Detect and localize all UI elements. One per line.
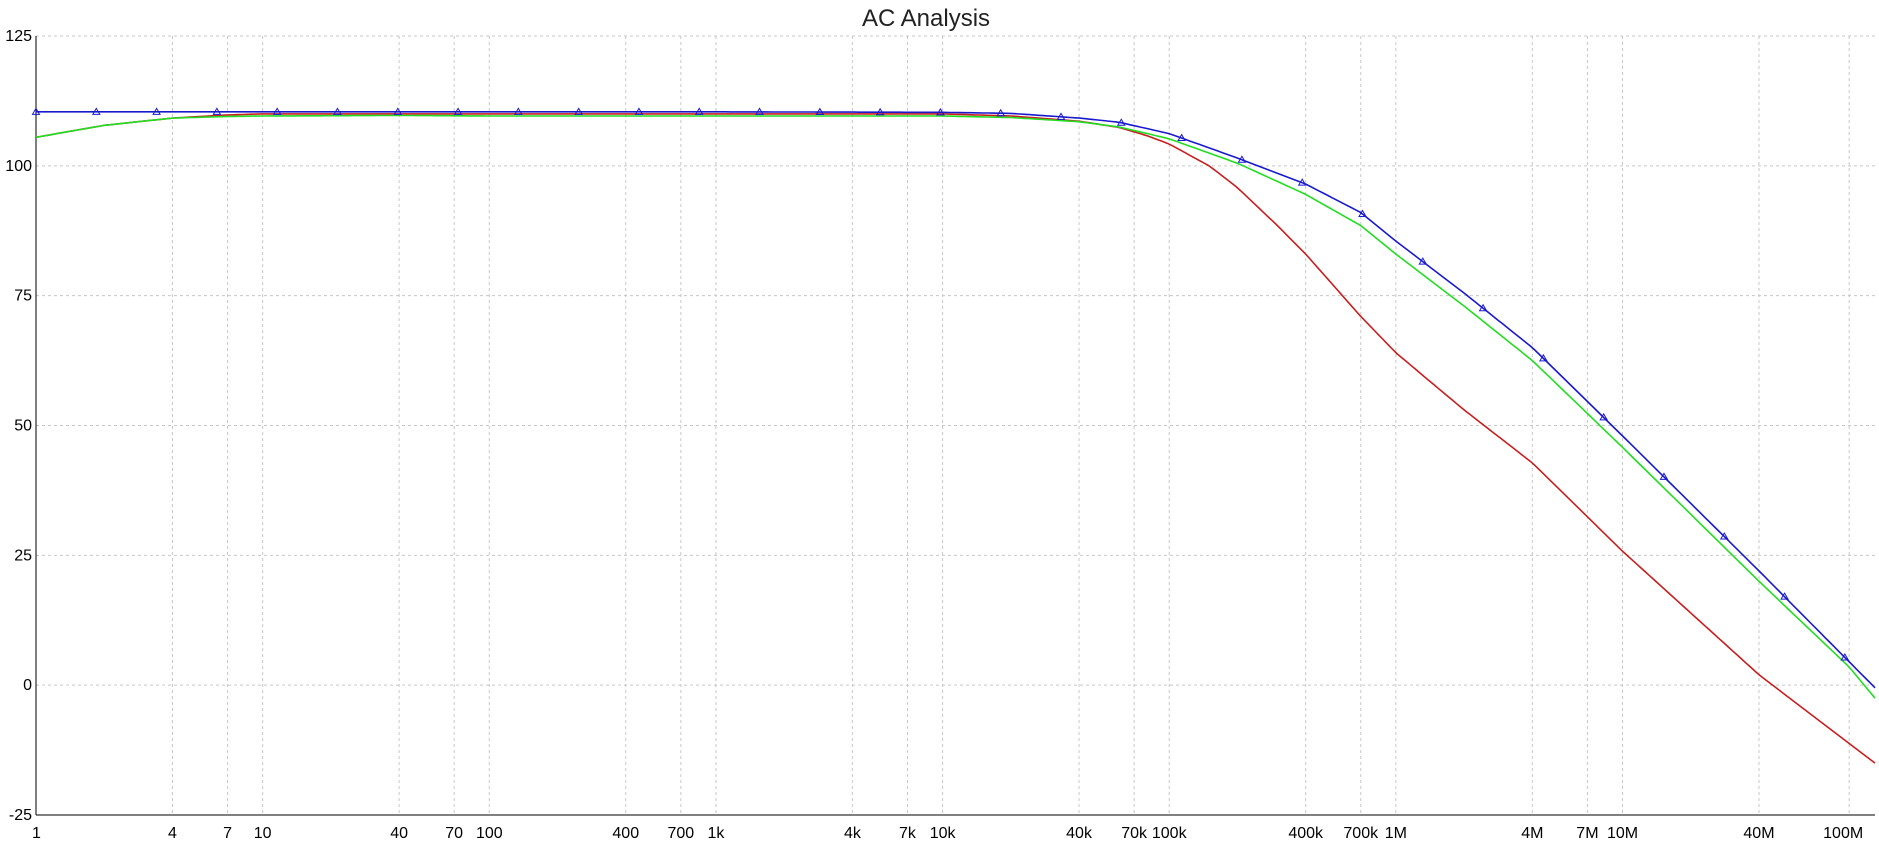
series-marker <box>1780 592 1789 600</box>
series-marker <box>91 107 101 115</box>
series-marker <box>1056 112 1066 120</box>
x-tick-label: 10k <box>930 825 957 842</box>
series-marker <box>31 107 41 115</box>
series-marker <box>1297 178 1307 186</box>
series-marker <box>634 107 644 115</box>
x-tick-label: 70 <box>445 825 463 842</box>
x-tick-label: 40k <box>1066 825 1093 842</box>
series-marker <box>1237 155 1247 163</box>
x-tick-label: 700 <box>667 825 694 842</box>
series-marker <box>755 107 764 115</box>
x-tick-label: 1M <box>1385 825 1407 842</box>
chart-title: AC Analysis <box>862 5 990 32</box>
x-tick-label: 4 <box>168 825 177 842</box>
series-line-2 <box>36 111 1876 689</box>
x-tick-label: 1 <box>32 825 41 842</box>
plot-series <box>31 107 1876 764</box>
y-tick-label: 75 <box>14 288 32 305</box>
y-tick-label: 25 <box>14 547 32 564</box>
x-tick-label: 100M <box>1823 825 1863 842</box>
x-tick-label: 100k <box>1152 825 1188 842</box>
series-marker <box>1177 133 1186 142</box>
axes <box>35 36 1875 816</box>
y-tick-label: 100 <box>5 158 32 175</box>
x-tick-label: 1k <box>707 825 725 842</box>
y-tick-label: 50 <box>14 418 32 435</box>
x-tick-label: 100 <box>476 825 503 842</box>
y-tick-label: -25 <box>9 807 32 824</box>
series-marker <box>1478 303 1488 312</box>
x-tick-label: 4k <box>844 825 862 842</box>
x-tick-label: 4M <box>1521 825 1543 842</box>
x-tick-label: 10M <box>1607 825 1638 842</box>
series-marker <box>815 107 825 116</box>
series-marker <box>1719 532 1729 540</box>
series-marker <box>333 107 342 115</box>
series-marker <box>1539 353 1548 362</box>
series-marker <box>694 107 704 115</box>
series-marker <box>212 107 222 115</box>
series-line-1 <box>35 114 1876 699</box>
series-marker <box>996 108 1006 117</box>
x-tick-label: 40M <box>1743 825 1774 842</box>
series-line-0 <box>35 113 1876 764</box>
series-marker <box>272 107 282 115</box>
series-marker <box>875 107 885 116</box>
x-tick-label: 7 <box>223 825 232 842</box>
x-tick-label: 40 <box>390 825 408 842</box>
series-marker <box>393 107 403 115</box>
x-tick-label: 10 <box>254 825 272 842</box>
x-tick-label: 7k <box>899 825 917 842</box>
series-marker <box>1840 652 1850 661</box>
series-marker <box>936 107 945 116</box>
x-tick-label: 700k <box>1343 825 1379 842</box>
y-tick-labels: -25 0 25 50 75 100 125 <box>5 28 32 824</box>
series-marker <box>1358 209 1367 217</box>
series-marker <box>1599 412 1609 421</box>
x-tick-label: 7M <box>1576 825 1598 842</box>
grid-lines <box>35 35 1875 816</box>
x-tick-label: 400 <box>612 825 639 842</box>
series-marker <box>1116 118 1126 126</box>
series-marker <box>453 107 463 115</box>
x-tick-labels: 1 4 7 10 40 70 100 400 700 1k 4k 7k 10k 40k 70k 100k 400… <box>32 825 1863 842</box>
series-marker <box>152 107 161 115</box>
series-marker <box>1418 257 1428 265</box>
y-tick-label: 0 <box>23 677 32 694</box>
x-tick-label: 400k <box>1288 825 1324 842</box>
series-marker <box>513 107 523 115</box>
x-tick-label: 70k <box>1121 825 1148 842</box>
y-tick-label: 125 <box>5 28 32 45</box>
series-marker <box>574 107 584 115</box>
series-marker <box>1659 472 1669 480</box>
